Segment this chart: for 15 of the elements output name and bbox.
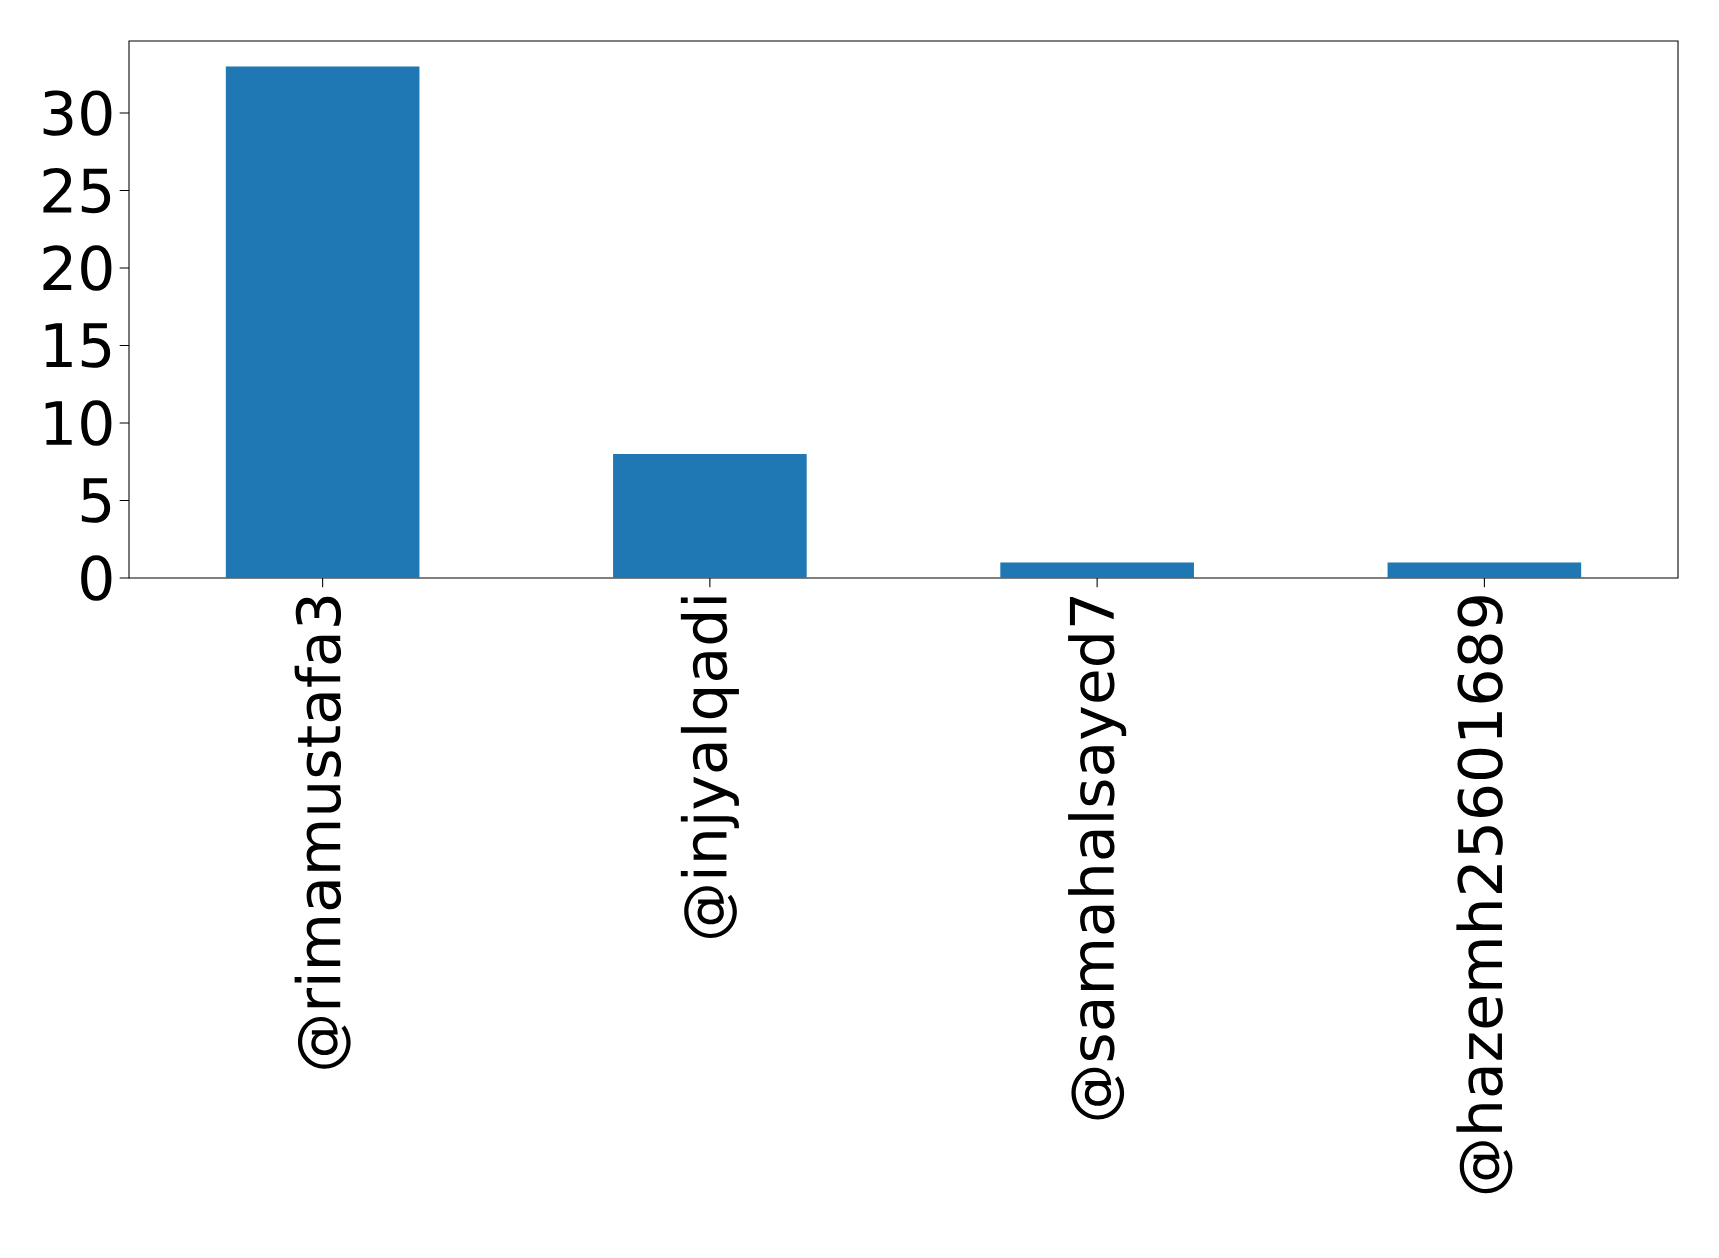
bar <box>1387 562 1582 579</box>
y-tick-label: 10 <box>45 400 112 446</box>
x-tick-label: @injyalqadi <box>680 597 739 939</box>
bar <box>613 454 807 579</box>
y-tick-label: 20 <box>43 245 112 291</box>
x-tick-label: @samahalsayed7 <box>1068 597 1127 1120</box>
y-tick-label: 25 <box>43 167 111 214</box>
y-tick-label: 5 <box>81 478 111 523</box>
bar <box>1000 562 1194 579</box>
bar <box>225 66 420 579</box>
y-tick-label: 15 <box>45 323 111 368</box>
y-tick-label: 30 <box>43 90 112 136</box>
y-tick-label: 0 <box>81 555 112 601</box>
x-tick-label: @hazemh25601689 <box>1456 596 1513 1194</box>
x-tick-label: @rimamustafa3 <box>294 596 351 1069</box>
